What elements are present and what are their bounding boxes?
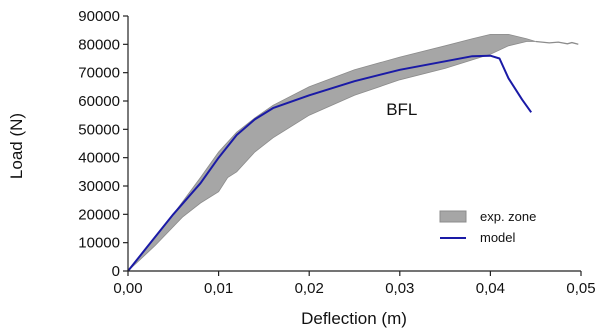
plot-area — [127, 34, 579, 272]
model-line — [127, 54, 533, 272]
exp-zone-tail — [535, 40, 579, 45]
y-tick-label: 40000 — [78, 150, 120, 167]
y-tick-label: 50000 — [78, 121, 120, 138]
axes: 0,00 0,01 0,02 0,03 0,04 0,05 0 10000 20000 30000… — [78, 8, 595, 297]
exp-zone-band — [127, 34, 536, 272]
x-tick-label: 0,01 — [204, 280, 233, 297]
annotation-bfl: BFL — [386, 100, 417, 119]
y-tick-label: 30000 — [78, 178, 120, 195]
x-tick-label: 0,03 — [385, 280, 414, 297]
y-tick-label: 80000 — [78, 36, 120, 53]
y-tick-label: 70000 — [78, 65, 120, 82]
y-tick-label: 0 — [112, 263, 120, 280]
y-tick-label: 10000 — [78, 235, 120, 252]
x-tick-label: 0,04 — [476, 280, 505, 297]
legend-label-exp-zone: exp. zone — [480, 209, 536, 224]
x-axis-title: Deflection (m) — [301, 309, 407, 328]
y-tick-label: 60000 — [78, 93, 120, 110]
y-axis-title: Load (N) — [7, 113, 26, 179]
legend: exp. zone model — [439, 209, 536, 245]
y-tick-label: 20000 — [78, 206, 120, 223]
x-tick-label: 0,00 — [113, 280, 142, 297]
legend-swatch-exp-zone — [439, 210, 467, 223]
y-tick-label: 90000 — [78, 8, 120, 25]
x-tick-label: 0,02 — [295, 280, 324, 297]
legend-label-model: model — [480, 230, 516, 245]
x-tick-label: 0,05 — [566, 280, 595, 297]
